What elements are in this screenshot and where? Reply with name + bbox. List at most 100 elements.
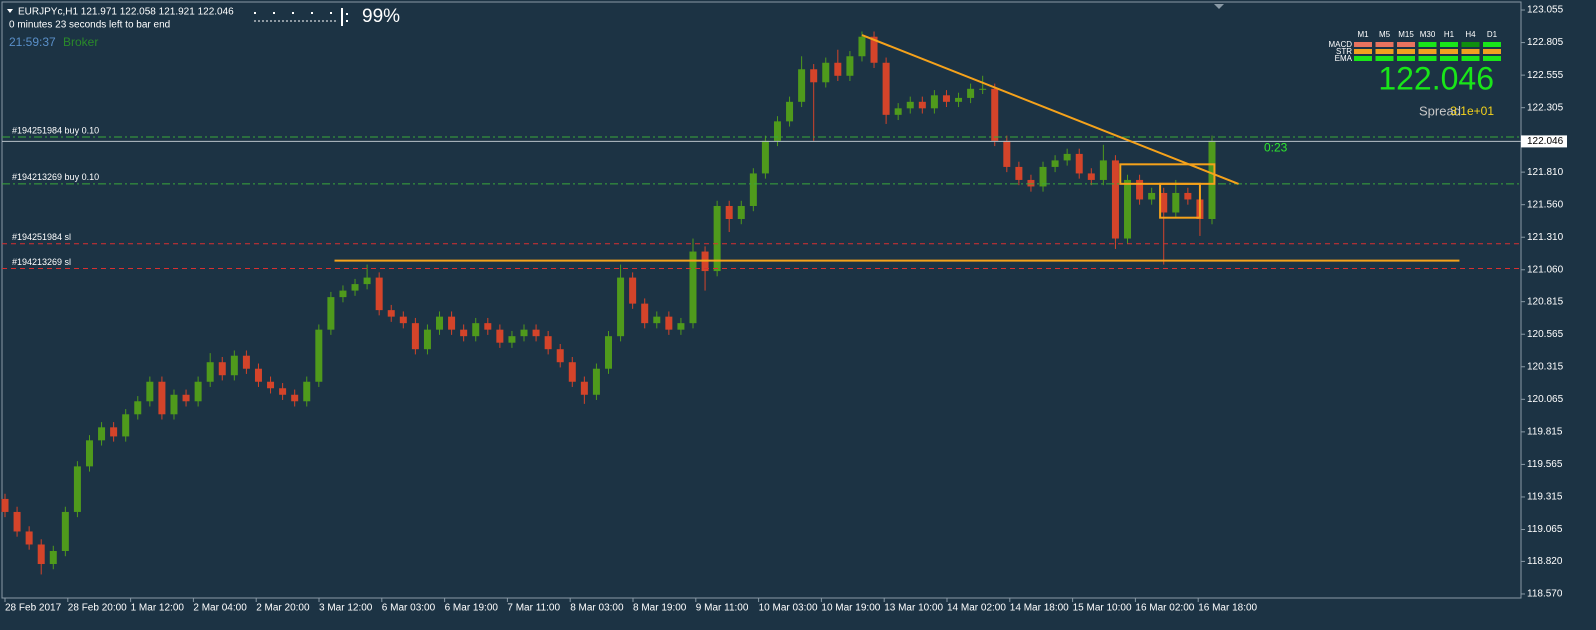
candle-body [508,336,516,343]
y-tick-label: 118.820 [1527,556,1563,567]
x-tick-label: 9 Mar 11:00 [696,603,749,614]
candle-body [592,368,600,395]
spread-label: Spread [1419,103,1461,118]
candle-body [580,381,588,395]
candle-body [37,544,45,565]
y-tick-label: 119.315 [1527,492,1563,503]
shift-marker [1214,4,1224,9]
candle-body [1087,173,1095,180]
y-tick-label: 121.310 [1527,232,1564,243]
signal-cell [1461,49,1480,54]
candle-body [568,362,576,382]
signal-cell [1418,42,1437,47]
candle-body [170,394,178,415]
timeframe-label: H4 [1465,30,1476,39]
candle-body [544,336,552,350]
signal-cell [1397,56,1415,61]
candle-body [846,56,854,76]
signal-cell [1461,42,1480,47]
x-tick-label: 10 Mar 19:00 [821,603,880,614]
candle-body [967,88,975,98]
candle-body [351,284,359,291]
menu-arrow[interactable] [7,9,13,13]
candle-body [1051,160,1059,167]
x-tick-label: 2 Mar 04:00 [193,603,247,614]
signal-cell [1461,56,1480,61]
candle-body [460,329,468,337]
x-tick-label: 6 Mar 03:00 [382,603,436,614]
x-tick-label: 3 Mar 12:00 [319,603,373,614]
candle-body [955,97,963,102]
signal-cell [1375,49,1394,54]
bar-timer: 0:23 [1264,141,1288,155]
x-tick-label: 6 Mar 19:00 [445,603,499,614]
signal-cell [1483,42,1501,47]
candle-body [870,36,878,63]
y-tick-label: 122.555 [1527,70,1564,81]
candle-body [25,531,33,545]
symbol-line: EURJPYc,H1 121.971 122.058 121.921 122.0… [18,7,234,18]
signal-cell [1354,42,1372,47]
signal-cell [1375,56,1394,61]
candle-body [1003,140,1011,167]
x-tick-label: 8 Mar 03:00 [570,603,624,614]
spread-value: 3.1e+01 [1450,104,1494,118]
signal-cell [1354,49,1372,54]
signal-cell [1440,42,1458,47]
candle-body [61,511,69,551]
candle-body [472,323,480,337]
candle-body [810,69,818,83]
candle-body [134,401,142,415]
x-tick-label: 8 Mar 19:00 [633,603,687,614]
signal-cell [1397,42,1415,47]
candle-body [85,440,93,467]
y-tick-label: 122.305 [1527,102,1564,113]
candle-body [496,329,504,343]
candle-body [918,101,926,109]
candle-body [122,414,130,437]
order-label: #194251984 sl [12,232,71,242]
candle-body [423,329,431,350]
candle-body [194,381,202,402]
signal-cell [1483,49,1501,54]
candle-body [1075,153,1083,174]
y-tick-label: 121.060 [1527,264,1564,275]
candle-body [556,349,564,363]
timeframe-label: H1 [1444,30,1455,39]
clock: 21:59:37 [9,35,56,49]
candle-body [230,355,238,376]
signal-cell [1483,56,1501,61]
y-tick-label: 120.815 [1527,296,1564,307]
candle-body [979,88,987,90]
candle-body [182,394,190,402]
candle-body [110,427,118,437]
candle-body [617,277,625,337]
y-tick-label: 119.065 [1527,524,1563,535]
candle-body [1160,192,1168,213]
candle-body [713,205,721,272]
bid-box [1521,135,1567,148]
y-tick-label: 120.565 [1527,329,1564,340]
candle-body [1039,166,1047,187]
x-tick-label: 28 Feb 20:00 [68,603,127,614]
candle-body [677,323,685,330]
candle-body [761,140,769,174]
candle-body [1136,179,1144,200]
x-tick-label: 2 Mar 20:00 [256,603,310,614]
trend-line [861,34,1239,185]
candle-body [858,36,866,57]
y-tick-label: 118.570 [1527,589,1563,600]
candle-body [520,329,528,337]
y-tick-label: 119.565 [1527,459,1563,470]
timeframe-label: M30 [1420,30,1436,39]
candle-body [375,277,383,311]
x-tick-label: 14 Mar 18:00 [1010,603,1069,614]
signal-cell [1440,49,1458,54]
x-tick-label: 13 Mar 10:00 [884,603,943,614]
candle-body [303,381,311,402]
y-tick-label: 120.315 [1527,361,1564,372]
candle-body [98,427,106,441]
candle-body [315,329,323,382]
candle-body [1148,192,1156,200]
order-label: #194213269 buy 0.10 [12,172,99,182]
